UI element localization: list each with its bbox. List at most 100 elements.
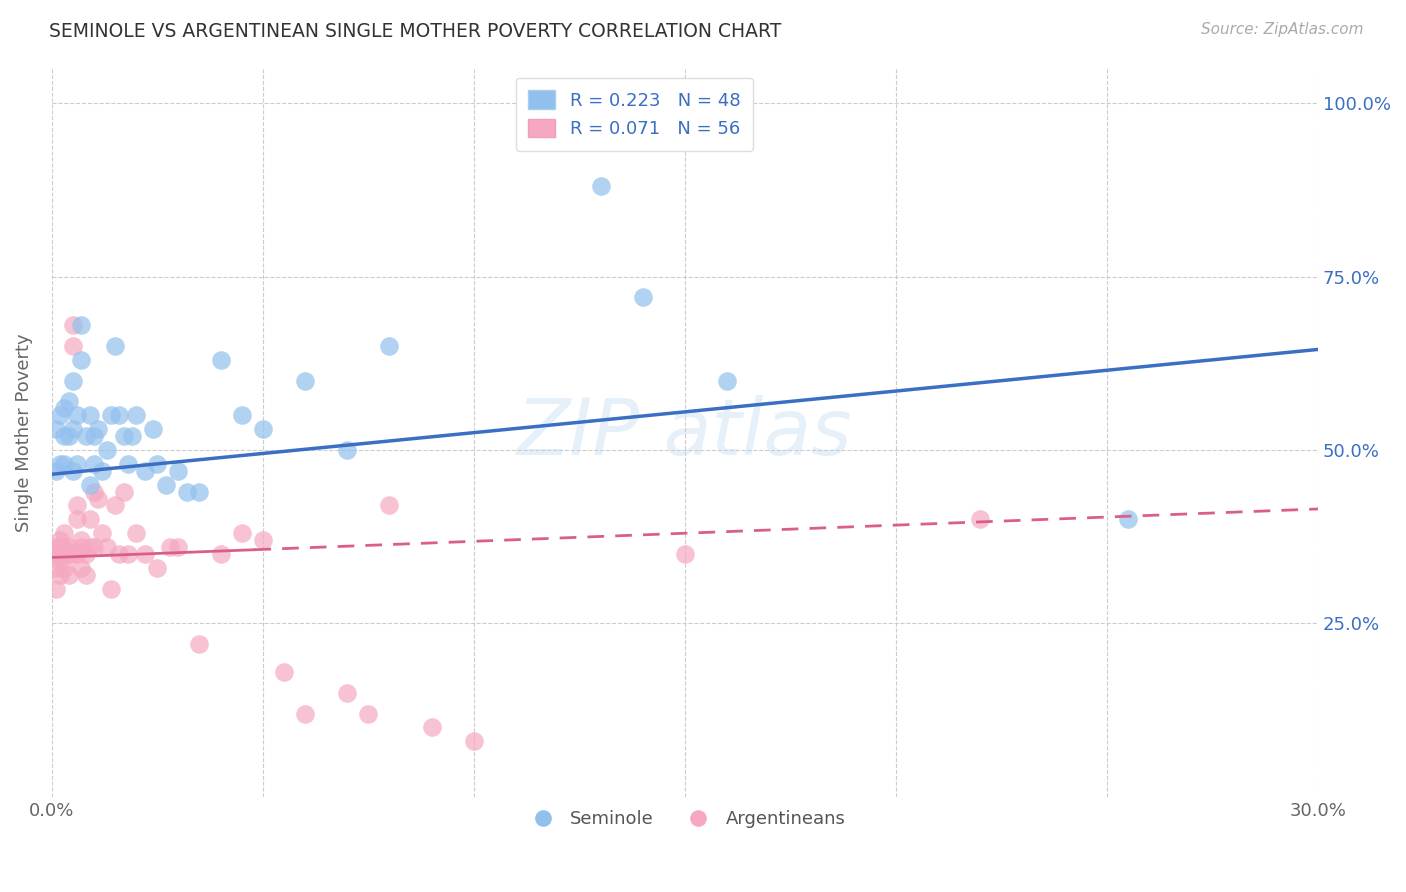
Point xyxy=(336,442,359,457)
Point xyxy=(58,394,80,409)
Point xyxy=(58,429,80,443)
Point xyxy=(70,561,93,575)
Point xyxy=(83,484,105,499)
Point xyxy=(96,442,118,457)
Point xyxy=(66,457,89,471)
Point xyxy=(134,547,156,561)
Point xyxy=(146,457,169,471)
Point xyxy=(79,540,101,554)
Point xyxy=(209,547,232,561)
Point xyxy=(167,540,190,554)
Point xyxy=(49,567,72,582)
Point xyxy=(45,464,67,478)
Point xyxy=(420,720,443,734)
Point xyxy=(188,484,211,499)
Point xyxy=(108,409,131,423)
Point xyxy=(58,567,80,582)
Point xyxy=(83,540,105,554)
Point xyxy=(1116,512,1139,526)
Point xyxy=(176,484,198,499)
Text: ZIP atlas: ZIP atlas xyxy=(517,394,853,471)
Point xyxy=(53,457,76,471)
Point xyxy=(49,554,72,568)
Point xyxy=(45,547,67,561)
Point xyxy=(45,540,67,554)
Legend: Seminole, Argentineans: Seminole, Argentineans xyxy=(517,803,852,835)
Point xyxy=(62,339,84,353)
Point xyxy=(142,422,165,436)
Point xyxy=(62,422,84,436)
Point xyxy=(155,477,177,491)
Point xyxy=(336,686,359,700)
Point xyxy=(112,429,135,443)
Point xyxy=(378,339,401,353)
Point xyxy=(91,464,114,478)
Point xyxy=(273,665,295,679)
Point xyxy=(83,457,105,471)
Point xyxy=(53,401,76,416)
Point xyxy=(62,318,84,333)
Point xyxy=(463,734,485,748)
Point xyxy=(49,409,72,423)
Point xyxy=(231,526,253,541)
Point xyxy=(125,409,148,423)
Point xyxy=(45,582,67,596)
Point xyxy=(100,582,122,596)
Point xyxy=(79,409,101,423)
Text: SEMINOLE VS ARGENTINEAN SINGLE MOTHER POVERTY CORRELATION CHART: SEMINOLE VS ARGENTINEAN SINGLE MOTHER PO… xyxy=(49,22,782,41)
Point xyxy=(66,512,89,526)
Point xyxy=(125,526,148,541)
Point xyxy=(79,477,101,491)
Point xyxy=(294,374,316,388)
Point xyxy=(62,374,84,388)
Point xyxy=(589,179,612,194)
Point xyxy=(104,339,127,353)
Point xyxy=(75,567,97,582)
Point xyxy=(83,429,105,443)
Point xyxy=(62,547,84,561)
Point xyxy=(49,533,72,548)
Point xyxy=(91,526,114,541)
Point xyxy=(45,561,67,575)
Point xyxy=(75,547,97,561)
Point xyxy=(146,561,169,575)
Point xyxy=(112,484,135,499)
Point xyxy=(58,540,80,554)
Point xyxy=(96,540,118,554)
Y-axis label: Single Mother Poverty: Single Mother Poverty xyxy=(15,334,32,532)
Point xyxy=(252,533,274,548)
Point xyxy=(231,409,253,423)
Point xyxy=(294,706,316,721)
Point xyxy=(49,540,72,554)
Point xyxy=(53,429,76,443)
Point xyxy=(117,547,139,561)
Point xyxy=(121,429,143,443)
Point xyxy=(357,706,380,721)
Point xyxy=(66,409,89,423)
Point xyxy=(75,429,97,443)
Point xyxy=(66,499,89,513)
Point xyxy=(53,547,76,561)
Point xyxy=(87,491,110,506)
Point xyxy=(70,540,93,554)
Point xyxy=(167,464,190,478)
Point xyxy=(108,547,131,561)
Point xyxy=(209,352,232,367)
Point xyxy=(70,352,93,367)
Point xyxy=(79,512,101,526)
Point xyxy=(62,464,84,478)
Point xyxy=(716,374,738,388)
Point xyxy=(188,637,211,651)
Point xyxy=(252,422,274,436)
Point xyxy=(969,512,991,526)
Point xyxy=(70,533,93,548)
Point xyxy=(104,499,127,513)
Point xyxy=(49,457,72,471)
Point xyxy=(159,540,181,554)
Point xyxy=(53,561,76,575)
Point xyxy=(53,526,76,541)
Point xyxy=(378,499,401,513)
Point xyxy=(53,540,76,554)
Point xyxy=(100,409,122,423)
Point xyxy=(117,457,139,471)
